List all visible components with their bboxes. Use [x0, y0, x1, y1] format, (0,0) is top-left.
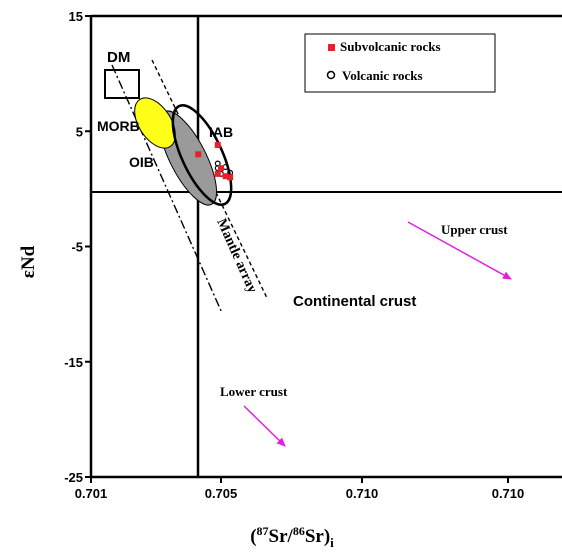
x-axis-title-sup-87: 87: [257, 524, 269, 538]
morb-field: [134, 97, 176, 149]
x-axis-title-open: (: [250, 526, 256, 547]
x-axis-title: (87Sr/86Sr)i: [250, 524, 334, 550]
legend-box: [304, 33, 496, 93]
lower-crust-arrow: [243, 405, 286, 447]
lower-crust-label: Lower crust: [220, 384, 288, 399]
mantle-array-boundary-left: [111, 64, 223, 314]
x-axis-title-sr2: Sr): [305, 526, 330, 547]
upper-crust-arrow: [407, 221, 512, 280]
legend: Subvolcanic rocks Volcanic rocks: [304, 33, 496, 93]
axis-ticks: 15 5 -5 -15 -250.701 0.705 0.710 0.710: [64, 9, 524, 501]
data-points: [195, 142, 234, 181]
legend-marker-volcanic: [326, 70, 336, 80]
subvolcanic-point: [222, 173, 229, 180]
x-tick-label: 0.710: [492, 486, 525, 501]
legend-label-subvolcanic: Subvolcanic rocks: [340, 39, 441, 54]
x-tick-label: 0.705: [205, 486, 238, 501]
iab-label: IAB: [209, 124, 233, 140]
dm-field-box: [104, 69, 140, 99]
mantle-array-label: Mantle array: [213, 217, 259, 296]
x-axis-title-sub-i: i: [330, 535, 334, 550]
subvolcanic-point: [214, 170, 221, 177]
subvolcanic-point: [195, 151, 202, 158]
y-tick-label: -15: [64, 355, 83, 370]
subvolcanic-point: [227, 174, 234, 181]
x-tick-label: 0.701: [75, 486, 108, 501]
morb-label: MORB: [97, 118, 140, 134]
subvolcanic-point: [218, 165, 224, 172]
x-axis-title-sr1: Sr/: [269, 526, 294, 547]
legend-label-volcanic: Volcanic rocks: [342, 68, 423, 83]
legend-marker-subvolcanic: [328, 44, 335, 51]
upper-crust-label: Upper crust: [441, 222, 508, 237]
subvolcanic-point: [214, 142, 221, 149]
y-tick-label: 15: [69, 9, 83, 24]
y-tick-label: 5: [76, 124, 83, 139]
x-tick-label: 0.710: [346, 486, 379, 501]
oib-label: OIB: [129, 154, 154, 170]
y-tick-label: -5: [71, 240, 83, 255]
x-axis-title-sup-86: 86: [293, 524, 305, 538]
mantle-array-boundary-right: [151, 59, 268, 299]
y-tick-label: -25: [64, 470, 83, 485]
y-axis-title: εNd: [18, 245, 39, 278]
continental-crust-label: Continental crust: [293, 293, 416, 310]
dm-label: DM: [107, 49, 130, 66]
